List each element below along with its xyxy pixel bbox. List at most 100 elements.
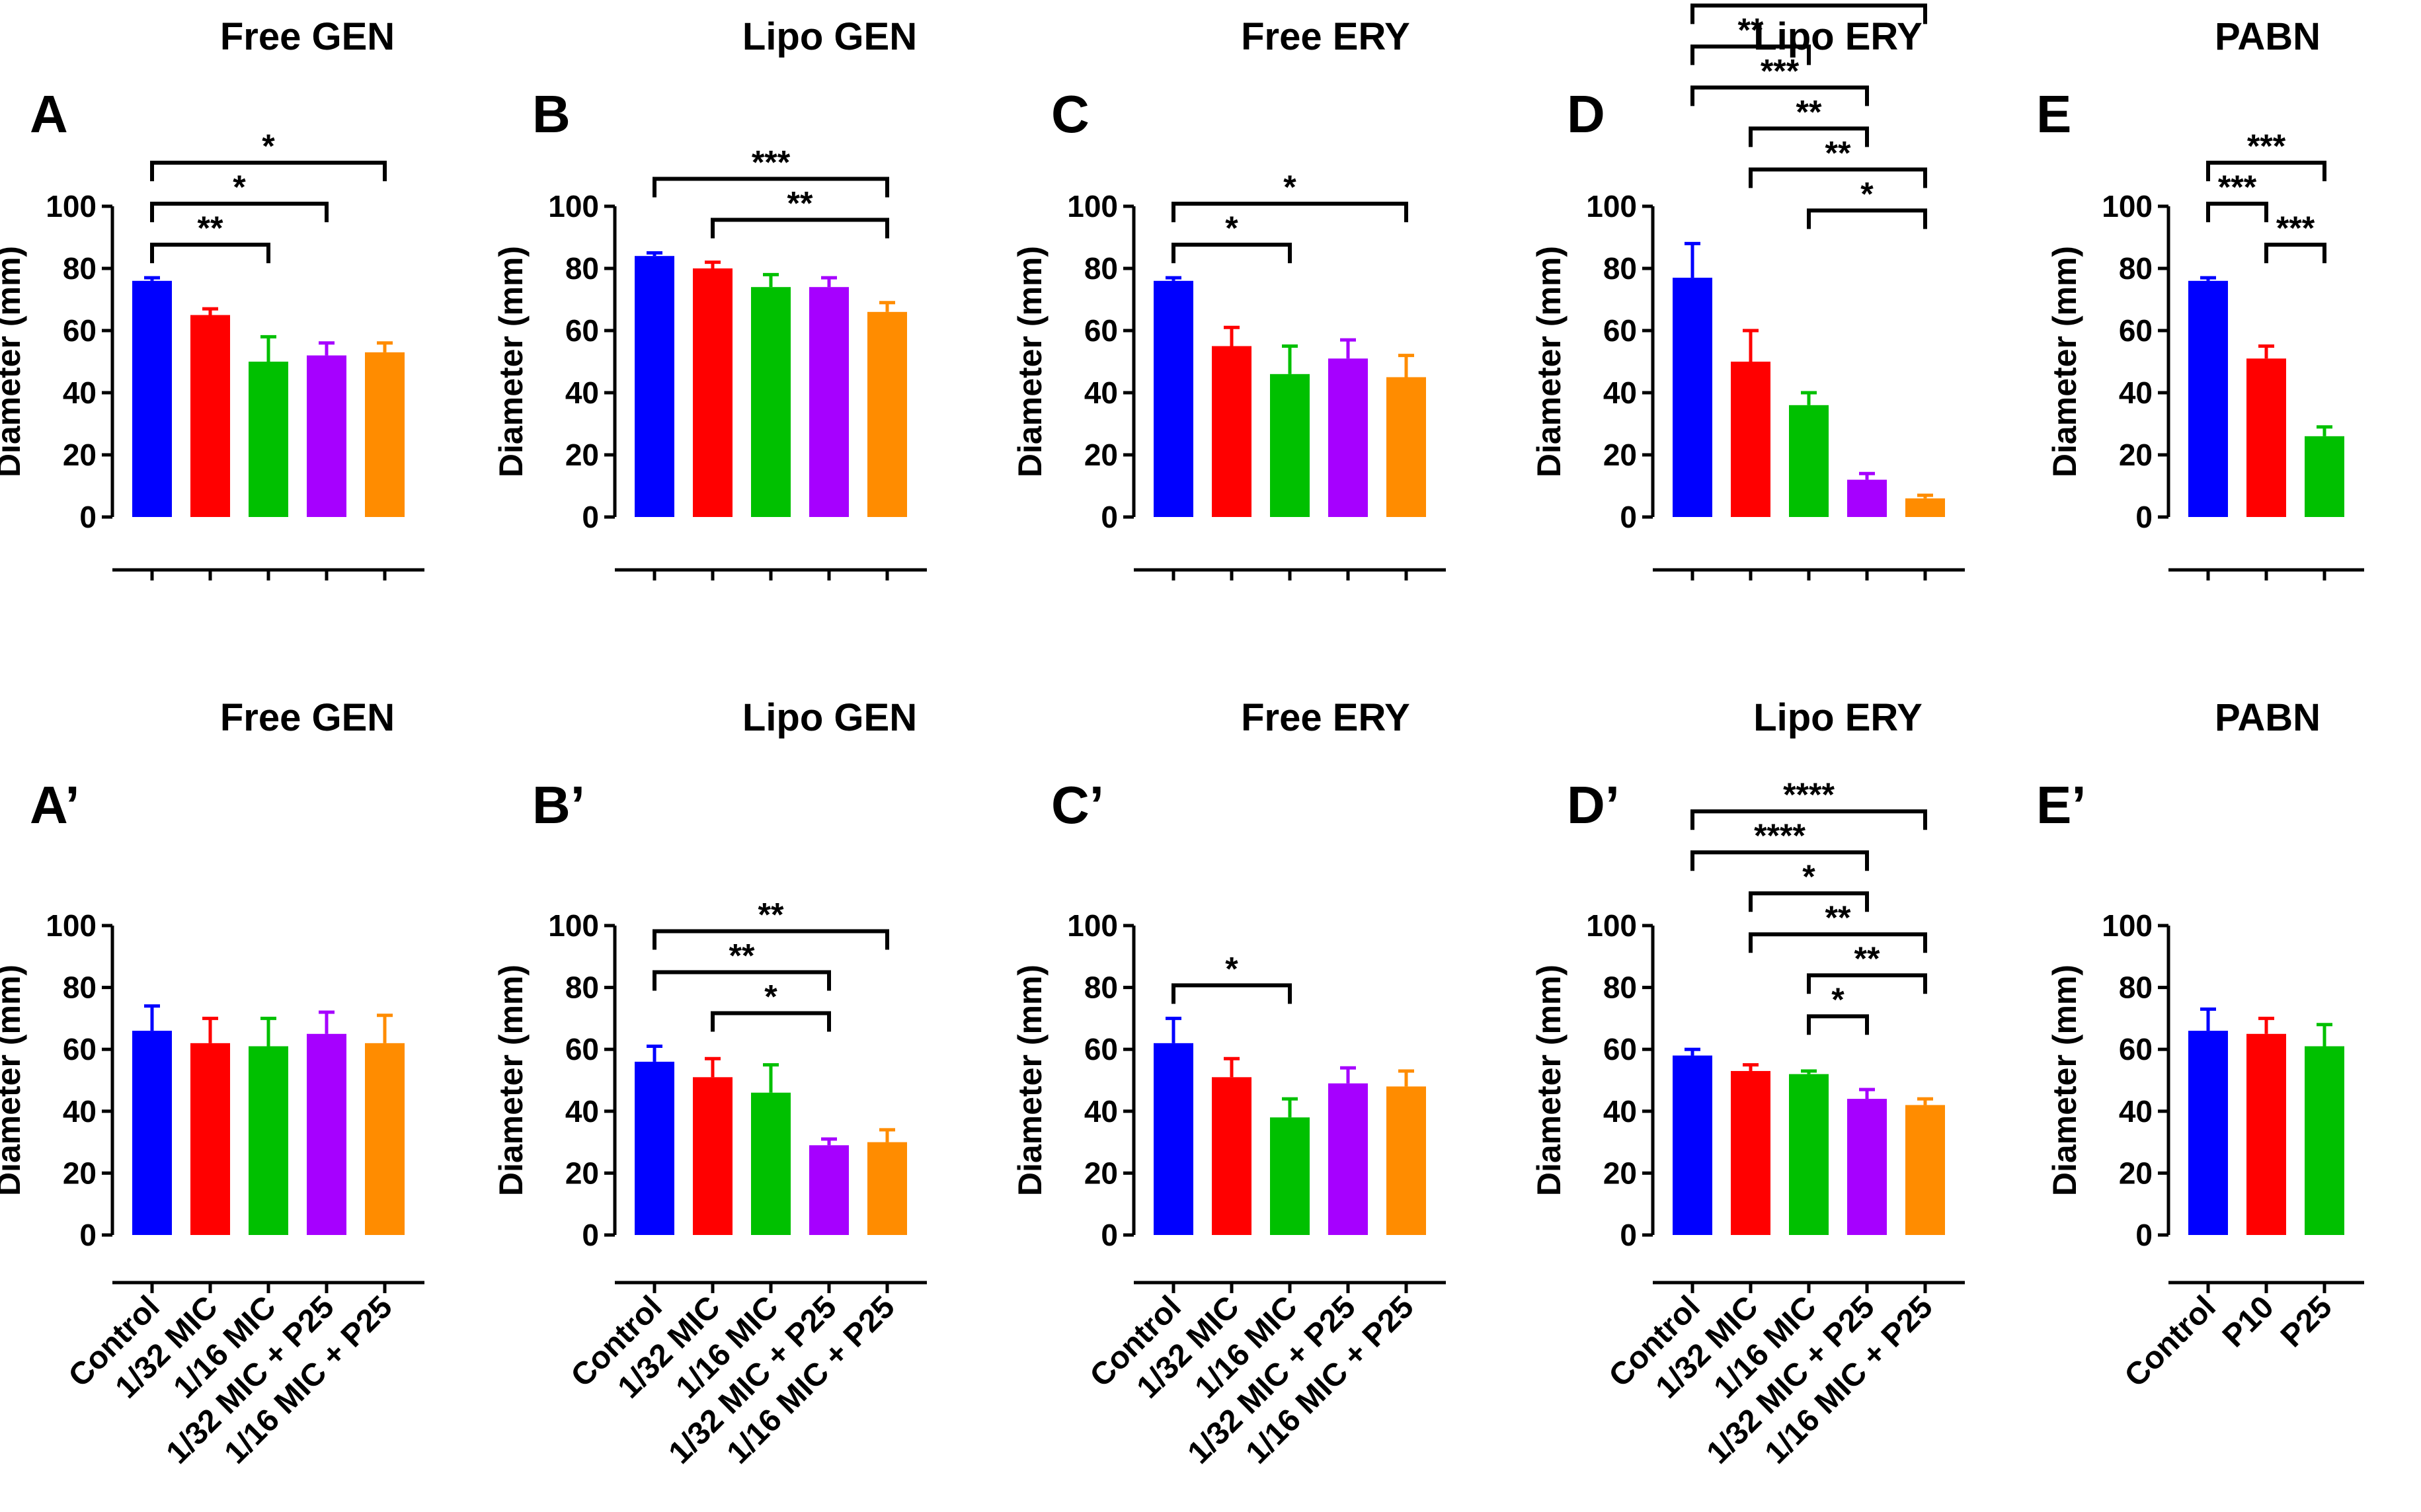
panel-c2-bar bbox=[1386, 1086, 1426, 1235]
panel-d-significance-bracket bbox=[1749, 167, 1927, 188]
panel-b2-significance-bracket bbox=[711, 1011, 831, 1032]
panel-e2-bar bbox=[2188, 1031, 2228, 1235]
panel-b-significance-label: *** bbox=[752, 144, 791, 181]
panel-b-y-tick-label: 80 bbox=[565, 251, 599, 286]
panel-a-significance-bracket bbox=[150, 243, 270, 264]
panel-a-significance-label: ** bbox=[198, 210, 223, 247]
panel-b2-significance-bracket bbox=[653, 970, 831, 991]
panel-d2-bar bbox=[1905, 1105, 1945, 1235]
panel-b2-y-tick-label: 60 bbox=[565, 1032, 599, 1066]
panel-e-y-tick-label: 40 bbox=[2119, 376, 2153, 410]
panel-e-y-tick-label: 20 bbox=[2119, 438, 2153, 472]
panel-a-y-tick-label: 20 bbox=[63, 438, 97, 472]
panel-d-y-tick-label: 40 bbox=[1603, 376, 1637, 410]
panel-a2-y-tick-label: 60 bbox=[63, 1032, 97, 1066]
panel-b2-significance-label: * bbox=[764, 978, 777, 1015]
panel-a2-y-tick-label: 100 bbox=[46, 908, 97, 943]
panel-a2-y-tick-label: 80 bbox=[63, 971, 97, 1005]
panel-b-bar bbox=[809, 287, 849, 517]
panel-c-bar bbox=[1270, 374, 1310, 517]
panel-a-y-tick-label: 100 bbox=[46, 189, 97, 223]
panel-d-y-tick-label: 100 bbox=[1586, 189, 1637, 223]
panel-d-significance-label: *** bbox=[1790, 0, 1829, 7]
panel-d2-bar bbox=[1789, 1074, 1829, 1235]
panel-d2-significance-bracket bbox=[1690, 809, 1927, 830]
panel-e2-y-tick-label: 0 bbox=[2135, 1218, 2153, 1252]
panel-d2-bar bbox=[1673, 1055, 1712, 1235]
panel-a-bar bbox=[249, 362, 288, 517]
panel-d-bar bbox=[1847, 479, 1887, 517]
panel-c2-bar bbox=[1154, 1043, 1193, 1235]
panel-a2-bar bbox=[132, 1031, 172, 1235]
panel-b-y-tick-label: 60 bbox=[565, 313, 599, 348]
panel-a2-y-tick-label: 0 bbox=[79, 1218, 97, 1252]
panel-b-bar bbox=[693, 268, 733, 517]
panel-c-significance-label: * bbox=[1283, 169, 1296, 206]
panel-d-significance-bracket bbox=[1690, 44, 1811, 65]
panel-a-bar bbox=[190, 315, 230, 517]
panel-e-significance-label: *** bbox=[2218, 169, 2257, 206]
panel-d-y-axis-label: Diameter (mm) bbox=[1530, 246, 1568, 477]
panel-d2-y-tick-label: 40 bbox=[1603, 1094, 1637, 1129]
panel-b2-bar bbox=[693, 1077, 733, 1235]
panel-a-bar bbox=[307, 355, 346, 517]
panel-c-bar bbox=[1212, 346, 1251, 517]
panel-a-significance-label: * bbox=[262, 128, 275, 165]
panel-d-significance-bracket bbox=[1807, 208, 1927, 229]
panel-e-y-tick-label: 100 bbox=[2102, 189, 2153, 223]
panel-d2-y-tick-label: 80 bbox=[1603, 971, 1637, 1005]
panel-b-bar bbox=[751, 287, 791, 517]
panel-b-y-tick-label: 40 bbox=[565, 376, 599, 410]
panel-d2-y-tick-label: 60 bbox=[1603, 1032, 1637, 1066]
panel-e2-x-tick-label: Control bbox=[2118, 1289, 2223, 1394]
panel-e2-y-axis-label: Diameter (mm) bbox=[2046, 965, 2083, 1196]
panel-d-significance-bracket bbox=[1749, 126, 1869, 147]
panel-e2-x-tick-label: P10 bbox=[2216, 1289, 2281, 1354]
panel-e-significance-label: *** bbox=[2276, 210, 2315, 247]
panel-d-bar bbox=[1905, 498, 1945, 517]
panel-a2-bar bbox=[190, 1043, 230, 1235]
panel-c-y-tick-label: 20 bbox=[1084, 438, 1118, 472]
panel-b-title: Lipo GEN bbox=[742, 15, 917, 58]
panel-a2-bar bbox=[307, 1033, 346, 1235]
panel-d-bar bbox=[1673, 278, 1712, 517]
panel-e-letter: E bbox=[2036, 85, 2071, 143]
panel-e2-y-tick-label: 80 bbox=[2119, 971, 2153, 1005]
panel-b-bar bbox=[867, 311, 907, 517]
panel-b2-title: Lipo GEN bbox=[742, 696, 917, 739]
panel-d-y-tick-label: 80 bbox=[1603, 251, 1637, 286]
panel-a2-y-axis-label: Diameter (mm) bbox=[0, 965, 27, 1196]
panel-c-y-tick-label: 0 bbox=[1101, 500, 1118, 534]
panel-d-significance-bracket bbox=[1690, 85, 1869, 106]
panel-c2-bar bbox=[1328, 1083, 1368, 1235]
panel-c-y-tick-label: 100 bbox=[1067, 189, 1118, 223]
panel-a2-letter: A’ bbox=[30, 776, 80, 834]
panel-e2-bar bbox=[2305, 1046, 2344, 1235]
panel-c2-title: Free ERY bbox=[1241, 696, 1410, 739]
panel-b2-y-tick-label: 0 bbox=[582, 1218, 599, 1252]
panel-b-significance-bracket bbox=[653, 177, 889, 198]
panel-e2-y-tick-label: 20 bbox=[2119, 1156, 2153, 1190]
panel-a2-y-tick-label: 40 bbox=[63, 1094, 97, 1129]
panel-e-significance-label: *** bbox=[2247, 128, 2286, 165]
panel-d-bar bbox=[1731, 362, 1770, 517]
panel-c-y-axis-label: Diameter (mm) bbox=[1012, 246, 1049, 477]
panel-d-y-tick-label: 60 bbox=[1603, 313, 1637, 348]
panel-c-bar bbox=[1386, 377, 1426, 517]
panel-c2-y-tick-label: 60 bbox=[1084, 1032, 1118, 1066]
panel-d2-significance-label: * bbox=[1802, 858, 1815, 895]
panel-d2-significance-bracket bbox=[1749, 932, 1927, 953]
panel-c2-y-axis-label: Diameter (mm) bbox=[1012, 965, 1049, 1196]
panel-a2-bar bbox=[249, 1046, 288, 1235]
panel-a-significance-label: * bbox=[233, 169, 246, 206]
panel-e2-bar bbox=[2246, 1033, 2286, 1235]
panel-a2-y-tick-label: 20 bbox=[63, 1156, 97, 1190]
panel-d-bar bbox=[1789, 405, 1829, 517]
panel-b2-y-axis-label: Diameter (mm) bbox=[493, 965, 530, 1196]
panel-c-y-tick-label: 80 bbox=[1084, 251, 1118, 286]
panel-b2-significance-label: ** bbox=[729, 937, 755, 975]
panel-b2-letter: B’ bbox=[532, 776, 585, 834]
panel-e-title: PABN bbox=[2215, 15, 2321, 58]
panel-c2-y-tick-label: 20 bbox=[1084, 1156, 1118, 1190]
panel-e-y-tick-label: 0 bbox=[2135, 500, 2153, 534]
